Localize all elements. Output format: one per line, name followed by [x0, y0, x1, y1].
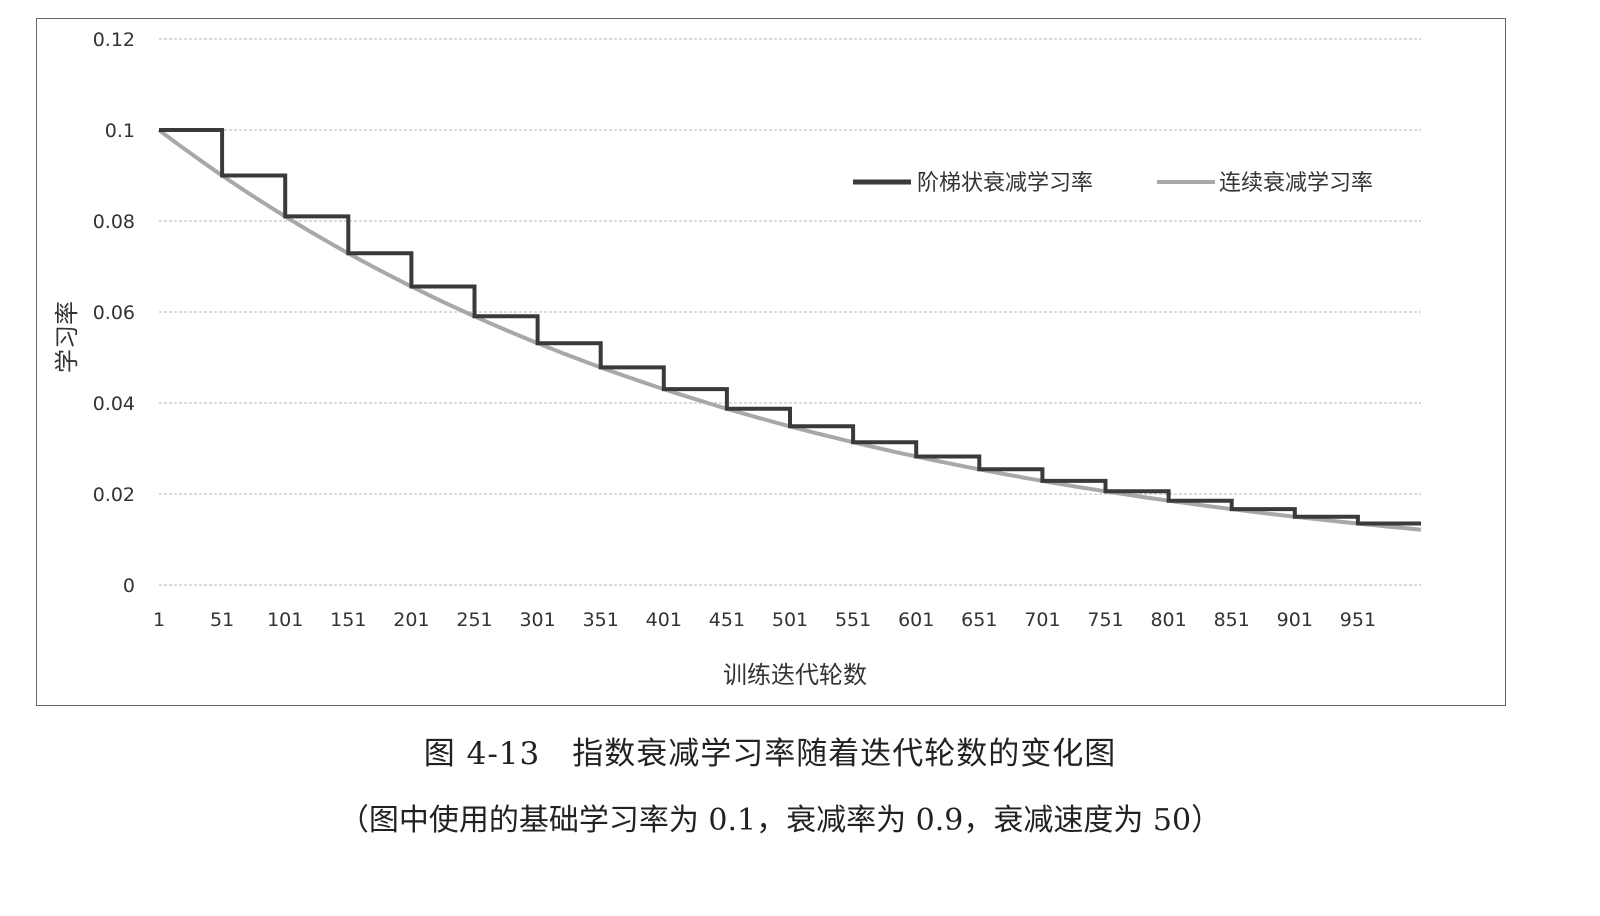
y-tick-label: 0: [123, 575, 135, 597]
x-tick-label: 701: [1024, 609, 1060, 631]
x-axis-label: 训练迭代轮数: [723, 661, 867, 689]
x-tick-label: 901: [1277, 609, 1313, 631]
x-tick-label: 201: [393, 609, 429, 631]
caption-note: （图中使用的基础学习率为 0.1，衰减率为 0.9，衰减速度为 50）: [338, 803, 1222, 838]
x-tick-label: 301: [519, 609, 555, 631]
figure-caption: 图 4-13 指数衰减学习率随着迭代轮数的变化图 （图中使用的基础学习率为 0.…: [0, 728, 1600, 839]
x-tick-label: 101: [267, 609, 303, 631]
x-tick-labels: 1 51 101 151 201 251 301 351 401 451 501 551 601 651 7…: [153, 609, 1376, 631]
legend-label-step: 阶梯状衰减学习率: [917, 171, 1093, 196]
x-tick-label: 1: [153, 609, 165, 631]
y-tick-label: 0.06: [93, 302, 135, 324]
x-tick-label: 401: [646, 609, 682, 631]
x-tick-label: 751: [1087, 609, 1123, 631]
grid-lines: [159, 38, 1421, 586]
x-tick-label: 801: [1150, 609, 1186, 631]
x-tick-label: 351: [583, 609, 619, 631]
x-tick-label: 601: [898, 609, 934, 631]
x-tick-label: 501: [772, 609, 808, 631]
x-tick-label: 951: [1340, 609, 1376, 631]
caption-title: 图 4-13 指数衰减学习率随着迭代轮数的变化图: [423, 736, 1117, 772]
series-lines: [157, 128, 1422, 532]
legend: 阶梯状衰减学习率 连续衰减学习率: [853, 171, 1373, 196]
chart-frame: 0.12 0.1 0.08 0.06 0.04 0.02 0 1 51 101 151 201 251…: [36, 18, 1506, 706]
y-tick-label: 0.04: [93, 393, 135, 415]
x-tick-label: 251: [456, 609, 492, 631]
x-tick-label: 551: [835, 609, 871, 631]
learning-rate-chart: 0.120.10.080.060.040.020 1 51 101 151 201 251…: [53, 29, 1422, 689]
y-tick-label: 0.08: [93, 211, 135, 233]
y-tick-label: 0.1: [105, 120, 135, 142]
x-tick-label: 651: [961, 609, 997, 631]
x-tick-label: 851: [1214, 609, 1250, 631]
y-tick-label: 0.02: [93, 484, 135, 506]
legend-label-continuous: 连续衰减学习率: [1219, 171, 1373, 196]
y-tick-labels: 0.12 0.1 0.08 0.06 0.04 0.02 0: [93, 29, 135, 597]
x-tick-label: 451: [709, 609, 745, 631]
x-tick-label: 51: [210, 609, 234, 631]
series-step-line: [159, 128, 1421, 526]
y-axis-label: 学习率: [53, 301, 81, 373]
x-tick-label: 151: [330, 609, 366, 631]
y-tick-label: 0.12: [93, 29, 135, 51]
